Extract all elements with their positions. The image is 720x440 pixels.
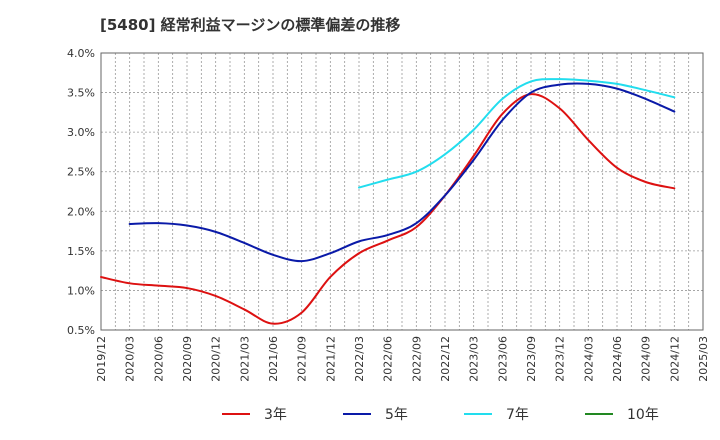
series-line: [128, 82, 676, 263]
x-tick-label: 2023/03: [468, 336, 481, 382]
legend: 3年 5年 7年 10年: [222, 407, 659, 423]
x-axis: 2019/12 2020/03 2020/06 2020/09 2020/12 2021/…: [95, 336, 710, 382]
y-tick-label: 2.5%: [67, 166, 95, 179]
legend-label: 5年: [385, 407, 408, 423]
plot-frame: [100, 52, 704, 331]
x-tick-label: 2021/06: [267, 336, 280, 382]
y-tick-label: 2.0%: [67, 205, 95, 218]
series-lines: [100, 78, 676, 325]
x-tick-label: 2022/09: [410, 336, 423, 382]
x-tick-label: 2022/12: [439, 336, 452, 382]
x-tick-label: 2021/03: [238, 336, 251, 382]
x-tick-label: 2025/03: [697, 336, 710, 382]
y-tick-label: 0.5%: [67, 324, 95, 337]
x-tick-label: 2022/03: [353, 336, 366, 382]
y-tick-label: 1.0%: [67, 284, 95, 297]
x-tick-label: 2024/03: [582, 336, 595, 382]
x-tick-label: 2024/12: [668, 336, 681, 382]
x-tick-label: 2023/12: [554, 336, 567, 382]
x-tick-label: 2023/09: [525, 336, 538, 382]
x-tick-label: 2020/06: [152, 336, 165, 382]
legend-label: 3年: [264, 407, 287, 423]
x-tick-label: 2021/12: [324, 336, 337, 382]
x-tick-label: 2020/09: [181, 336, 194, 382]
x-tick-label: 2019/12: [95, 336, 108, 382]
x-tick-label: 2024/06: [611, 336, 624, 382]
grid-lines: [101, 53, 703, 330]
x-tick-label: 2022/06: [382, 336, 395, 382]
x-tick-label: 2021/09: [296, 336, 309, 382]
x-tick-label: 2020/12: [210, 336, 223, 382]
x-tick-label: 2024/09: [640, 336, 653, 382]
series-line: [358, 78, 676, 189]
legend-label: 10年: [627, 407, 659, 423]
chart-title: [5480] 経常利益マージンの標準偏差の推移: [100, 16, 401, 34]
y-tick-label: 4.0%: [67, 47, 95, 60]
x-tick-label: 2023/06: [496, 336, 509, 382]
series-line: [100, 93, 676, 325]
y-tick-label: 1.5%: [67, 245, 95, 258]
y-tick-label: 3.5%: [67, 87, 95, 100]
legend-label: 7年: [506, 407, 529, 423]
y-axis: 0.5% 1.0% 1.5% 2.0% 2.5% 3.0% 3.5% 4.0%: [67, 47, 95, 337]
plot-background: [101, 53, 703, 330]
y-tick-label: 3.0%: [67, 126, 95, 139]
x-tick-label: 2020/03: [124, 336, 137, 382]
